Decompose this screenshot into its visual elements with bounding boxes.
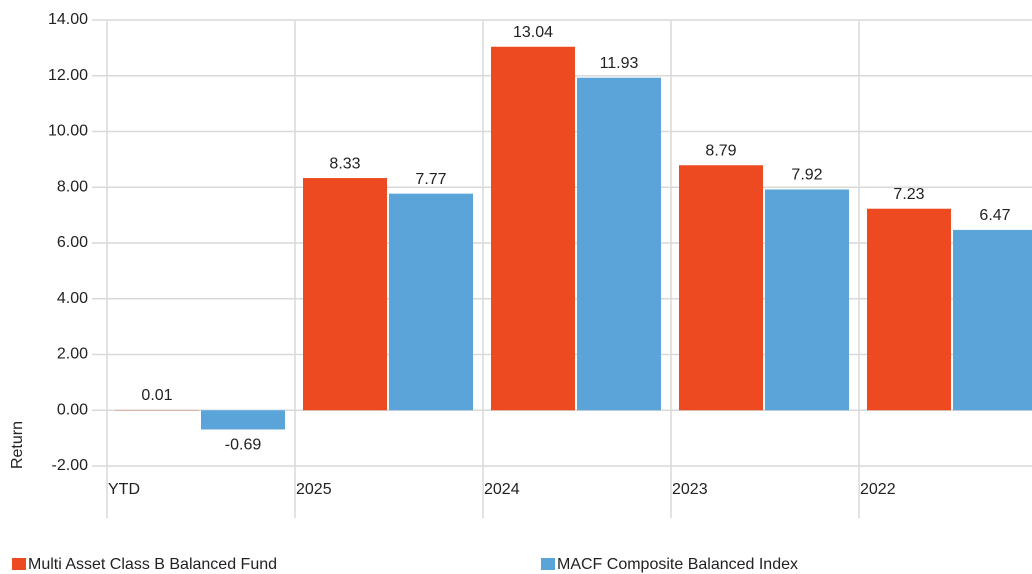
bar: [953, 229, 1032, 411]
bar: [765, 189, 849, 411]
data-label: 7.77: [415, 171, 446, 188]
data-label: 13.04: [513, 24, 553, 41]
y-tick-label: -2.00: [52, 457, 89, 474]
legend-swatch: [12, 558, 26, 570]
data-label: 7.92: [791, 167, 822, 184]
y-axis-title: Return: [9, 421, 26, 469]
legend-label: Multi Asset Class B Balanced Fund: [28, 556, 277, 573]
legend-label: MACF Composite Balanced Index: [557, 556, 798, 573]
y-tick-label: 10.00: [48, 123, 88, 140]
legend-swatch: [541, 558, 555, 570]
bar: [201, 410, 285, 430]
bar: [389, 193, 473, 411]
y-tick-label: 6.00: [57, 234, 88, 251]
bar: [303, 178, 387, 411]
data-label: 6.47: [979, 207, 1010, 224]
x-tick-label: 2022: [860, 481, 896, 498]
y-tick-label: 8.00: [57, 178, 88, 195]
data-label: 11.93: [600, 55, 639, 72]
data-label: 0.01: [141, 387, 172, 404]
data-label: 8.33: [329, 155, 360, 172]
x-tick-label: YTD: [108, 481, 140, 498]
y-tick-label: 14.00: [48, 11, 88, 28]
bar: [491, 46, 575, 411]
y-tick-label: 4.00: [57, 290, 88, 307]
bar: [867, 208, 951, 411]
x-tick-label: 2024: [484, 481, 520, 498]
y-tick-label: 2.00: [57, 346, 88, 363]
y-tick-label: 0.00: [57, 401, 88, 418]
x-tick-label: 2023: [672, 481, 708, 498]
data-label: 8.79: [705, 142, 736, 159]
y-tick-label: 12.00: [48, 67, 88, 84]
data-label: 7.23: [893, 186, 924, 203]
x-tick-label: 2025: [296, 481, 332, 498]
bar: [577, 77, 661, 411]
data-label: -0.69: [225, 437, 262, 454]
bar: [679, 165, 763, 411]
